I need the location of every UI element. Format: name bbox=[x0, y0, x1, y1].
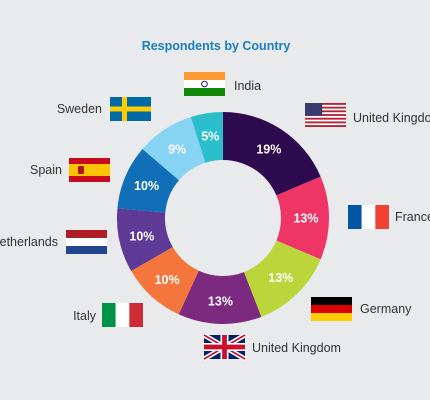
country-label: India bbox=[234, 79, 261, 93]
country-label: United Kingdom bbox=[252, 341, 341, 355]
netherlands-flag-icon bbox=[66, 230, 107, 254]
slice-value-label: 19% bbox=[256, 142, 281, 156]
slice-value-label: 13% bbox=[208, 294, 233, 308]
country-flags bbox=[66, 72, 389, 362]
italy-flag-icon bbox=[102, 303, 143, 327]
donut-slice bbox=[117, 208, 173, 271]
spain-flag-icon bbox=[69, 158, 110, 182]
country-label: Germany bbox=[360, 302, 412, 316]
donut-slice bbox=[190, 112, 223, 163]
country-labels: United Kingdom France Germany United Kingdo… bbox=[0, 79, 430, 355]
donut-slices bbox=[117, 112, 329, 324]
slice-value-label: 13% bbox=[293, 212, 318, 226]
slice-value-label: 13% bbox=[268, 271, 293, 285]
us-flag-icon bbox=[305, 103, 346, 127]
donut-slice bbox=[142, 116, 206, 181]
country-label: Italy bbox=[73, 309, 97, 323]
slice-value-labels: 19% 13% 13% 13% 10% 10% 10% 9% 5% bbox=[129, 129, 318, 308]
country-label: Sweden bbox=[57, 102, 102, 116]
slice-value-label: 5% bbox=[201, 129, 219, 143]
country-label: Spain bbox=[30, 163, 62, 177]
slice-value-label: 9% bbox=[168, 142, 186, 156]
donut-slice bbox=[178, 270, 262, 324]
uk-flag-icon bbox=[202, 332, 247, 362]
slice-value-label: 10% bbox=[155, 273, 180, 287]
donut-slice bbox=[276, 176, 329, 260]
sweden-flag-icon bbox=[110, 97, 151, 121]
donut-slice bbox=[131, 247, 199, 315]
chart-title: Respondents by Country bbox=[142, 39, 291, 53]
india-flag-icon bbox=[184, 72, 225, 96]
country-label: Netherlands bbox=[0, 235, 58, 249]
country-label: France bbox=[395, 210, 430, 224]
donut-slice bbox=[223, 112, 321, 196]
donut-slice bbox=[117, 149, 179, 213]
france-flag-icon bbox=[348, 205, 389, 229]
country-label: United Kingdom bbox=[353, 111, 430, 125]
slice-value-label: 10% bbox=[129, 229, 154, 243]
donut-slice bbox=[243, 240, 321, 317]
slice-value-label: 10% bbox=[134, 179, 159, 193]
germany-flag-icon bbox=[311, 297, 352, 321]
